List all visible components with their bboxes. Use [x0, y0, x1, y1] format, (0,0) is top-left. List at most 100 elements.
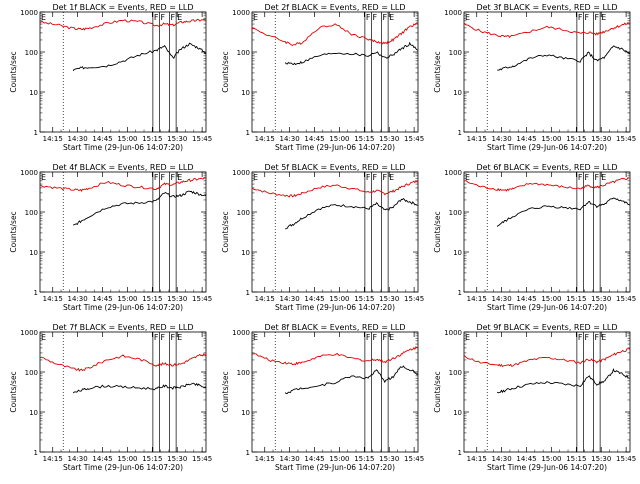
x-tick-label: 15:00	[329, 455, 349, 463]
y-axis-label: Counts/sec	[9, 371, 18, 412]
y-tick-label: 10	[453, 89, 462, 97]
marker-label-start: E	[465, 13, 470, 22]
x-tick-label: 15:30	[167, 135, 187, 143]
x-axis-label: Start Time (29-Jun-06 14:07:20)	[63, 143, 183, 152]
y-tick-label: 100	[449, 49, 462, 57]
marker-label: F	[578, 13, 583, 22]
x-tick-label: 15:45	[192, 455, 212, 463]
x-tick-label: 15:45	[404, 455, 424, 463]
x-tick-label: 15:00	[541, 295, 561, 303]
marker-label: F	[373, 333, 378, 342]
x-tick-label: 14:45	[92, 135, 112, 143]
events-series-line	[284, 41, 419, 66]
x-tick-label: 15:45	[192, 295, 212, 303]
x-tick-label: 14:30	[68, 455, 88, 463]
marker-label: F	[594, 173, 599, 182]
chart-title: Det 1f BLACK = Events, RED = LLD	[52, 3, 193, 12]
x-tick-label: 15:00	[117, 135, 137, 143]
plot-frame	[251, 331, 419, 453]
x-tick-label: 14:30	[68, 295, 88, 303]
marker-label: F	[161, 333, 166, 342]
x-tick-label: 14:30	[68, 135, 88, 143]
plot-frame	[39, 11, 207, 133]
y-tick-label: 100	[25, 369, 38, 377]
lld-series-line	[39, 352, 207, 372]
marker-label-start: E	[465, 333, 470, 342]
x-tick-label: 14:30	[492, 295, 512, 303]
y-axis-label: Counts/sec	[221, 371, 230, 412]
chart-title: Det 7f BLACK = Events, RED = LLD	[52, 323, 193, 332]
marker-label: F	[594, 333, 599, 342]
marker-label: E	[601, 173, 606, 182]
chart-panel-1: Det 1f BLACK = Events, RED = LLD 1 10 100 10…	[9, 3, 212, 152]
y-tick-label: 10	[241, 249, 250, 257]
chart-panel-8: Det 8f BLACK = Events, RED = LLD 1 10 100 10…	[221, 323, 424, 472]
x-tick-label: 15:15	[566, 455, 586, 463]
lld-series-line	[39, 18, 206, 31]
x-tick-label: 14:45	[304, 455, 324, 463]
x-tick-label: 15:15	[354, 135, 374, 143]
x-tick-label: 15:15	[142, 135, 162, 143]
x-tick-label: 15:00	[117, 455, 137, 463]
chart-panel-6: Det 6f BLACK = Events, RED = LLD 1 10 100 10…	[433, 163, 636, 312]
events-series-line	[497, 45, 631, 71]
x-tick-label: 15:30	[167, 295, 187, 303]
x-axis-label: Start Time (29-Jun-06 14:07:20)	[275, 143, 395, 152]
x-axis-label: Start Time (29-Jun-06 14:07:20)	[63, 303, 183, 312]
x-tick-label: 15:00	[541, 455, 561, 463]
x-tick-label: 15:30	[591, 135, 611, 143]
marker-label: F	[170, 173, 175, 182]
marker-label: F	[161, 173, 166, 182]
x-tick-label: 14:15	[43, 135, 63, 143]
marker-label: E	[389, 13, 394, 22]
y-tick-label: 100	[237, 369, 250, 377]
marker-label: E	[389, 333, 394, 342]
y-tick-label: 1000	[232, 329, 250, 337]
marker-label: F	[154, 13, 159, 22]
y-tick-label: 1	[458, 289, 462, 297]
y-axis-label: Counts/sec	[221, 51, 230, 92]
x-tick-label: 14:45	[516, 455, 536, 463]
chart-title: Det 6f BLACK = Events, RED = LLD	[476, 163, 617, 172]
x-axis-label: Start Time (29-Jun-06 14:07:20)	[487, 143, 607, 152]
x-tick-label: 15:15	[566, 295, 586, 303]
y-tick-label: 1	[246, 449, 250, 457]
y-axis-label: Counts/sec	[433, 51, 442, 92]
x-tick-label: 14:45	[304, 295, 324, 303]
x-tick-label: 15:00	[541, 135, 561, 143]
x-tick-label: 15:15	[354, 295, 374, 303]
x-tick-label: 14:45	[92, 455, 112, 463]
y-tick-label: 100	[237, 49, 250, 57]
y-tick-label: 10	[29, 249, 38, 257]
marker-label-start: E	[253, 13, 258, 22]
y-tick-label: 1	[34, 289, 38, 297]
y-axis-label: Counts/sec	[433, 371, 442, 412]
x-tick-label: 15:45	[616, 295, 636, 303]
x-tick-label: 15:15	[142, 455, 162, 463]
x-tick-label: 15:45	[192, 135, 212, 143]
x-axis-label: Start Time (29-Jun-06 14:07:20)	[487, 303, 607, 312]
x-tick-label: 14:45	[92, 295, 112, 303]
lld-series-line	[39, 177, 207, 193]
marker-label-start: E	[253, 173, 258, 182]
plot-frame	[463, 331, 631, 453]
x-tick-label: 14:45	[516, 295, 536, 303]
chart-panel-3: Det 3f BLACK = Events, RED = LLD 1 10 100 10…	[433, 3, 636, 152]
x-tick-label: 15:00	[117, 295, 137, 303]
chart-panel-5: Det 5f BLACK = Events, RED = LLD 1 10 100 10…	[221, 163, 424, 312]
marker-label-start: E	[41, 333, 46, 342]
x-tick-label: 15:30	[167, 455, 187, 463]
plot-frame	[251, 171, 419, 293]
marker-label: F	[382, 173, 387, 182]
events-series-line	[284, 365, 419, 395]
marker-label: F	[585, 333, 590, 342]
x-tick-label: 15:15	[354, 455, 374, 463]
x-tick-label: 15:00	[329, 135, 349, 143]
marker-label-start: E	[41, 13, 46, 22]
y-tick-label: 1000	[232, 169, 250, 177]
y-tick-label: 10	[453, 249, 462, 257]
events-series-line	[72, 42, 207, 72]
marker-label: F	[585, 13, 590, 22]
lld-series-line	[251, 179, 419, 198]
y-tick-label: 1	[458, 449, 462, 457]
